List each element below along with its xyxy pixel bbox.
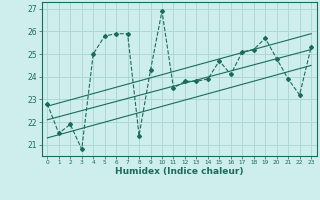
X-axis label: Humidex (Indice chaleur): Humidex (Indice chaleur) — [115, 167, 244, 176]
